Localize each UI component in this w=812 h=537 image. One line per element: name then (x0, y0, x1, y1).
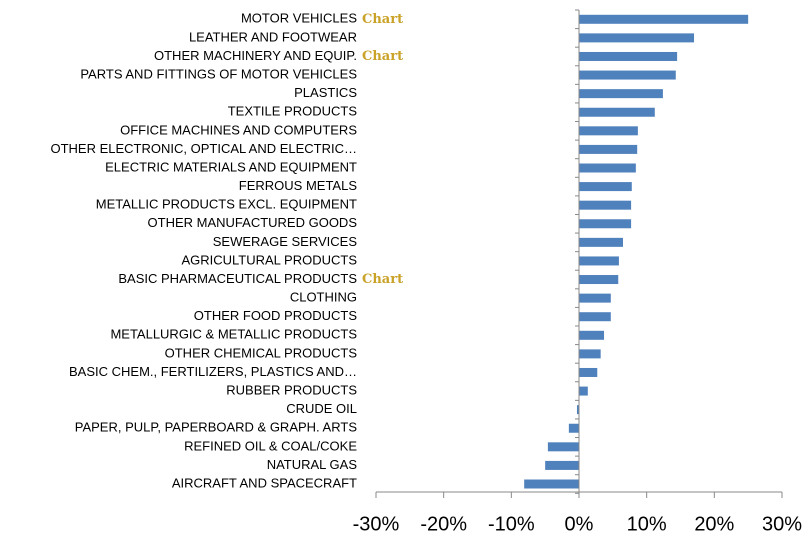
bar (547, 442, 579, 452)
category-label: RUBBER PRODUCTS (226, 383, 357, 398)
x-tick-label: -10% (488, 513, 535, 535)
bar (579, 349, 601, 359)
x-tick-label: 30% (762, 513, 802, 535)
bar (579, 144, 638, 154)
bar (579, 293, 611, 303)
category-label: SEWERAGE SERVICES (213, 234, 358, 249)
category-label: OTHER CHEMICAL PRODUCTS (165, 345, 358, 360)
category-label: REFINED OIL & COAL/COKE (184, 438, 357, 453)
category-label: OFFICE MACHINES AND COMPUTERS (120, 122, 357, 137)
bar (579, 33, 695, 43)
category-label: OTHER MACHINERY AND EQUIP. (154, 48, 357, 63)
bar (579, 237, 623, 247)
bar (579, 330, 605, 340)
category-label: LEATHER AND FOOTWEAR (189, 29, 357, 44)
bar (579, 51, 678, 61)
annotation: Chart (362, 49, 403, 64)
category-label: FERROUS METALS (239, 178, 358, 193)
category-label: TEXTILE PRODUCTS (228, 104, 358, 119)
bar (579, 219, 632, 229)
bar (579, 89, 663, 99)
bar (576, 405, 579, 415)
bar (579, 126, 638, 136)
annotation: Chart (362, 12, 403, 27)
bar (579, 182, 632, 192)
category-label: OTHER MANUFACTURED GOODS (148, 215, 358, 230)
bar (579, 275, 619, 285)
x-tick-label: -20% (420, 513, 467, 535)
bar (579, 163, 636, 173)
category-label: METALLURGIC & METALLIC PRODUCTS (110, 327, 357, 342)
bar (579, 312, 611, 322)
bar (568, 423, 579, 433)
category-label: AGRICULTURAL PRODUCTS (181, 252, 357, 267)
category-label: CLOTHING (290, 290, 357, 305)
x-tick-label: -30% (353, 513, 400, 535)
x-tick-label: 20% (694, 513, 734, 535)
category-label: CRUDE OIL (286, 401, 357, 416)
bar (579, 386, 588, 396)
category-label: PLASTICS (294, 85, 357, 100)
bar (579, 107, 655, 117)
category-label: OTHER ELECTRONIC, OPTICAL AND ELECTRIC… (50, 141, 357, 156)
category-label: NATURAL GAS (267, 457, 358, 472)
category-label: ELECTRIC MATERIALS AND EQUIPMENT (105, 159, 357, 174)
category-label: METALLIC PRODUCTS EXCL. EQUIPMENT (96, 197, 357, 212)
x-tick-label: 10% (627, 513, 667, 535)
bar (579, 200, 632, 210)
bar (579, 367, 598, 377)
category-label: PAPER, PULP, PAPERBOARD & GRAPH. ARTS (75, 420, 358, 435)
bar (579, 70, 676, 80)
category-label: OTHER FOOD PRODUCTS (194, 308, 358, 323)
annotation: Chart (362, 272, 403, 287)
bar (545, 460, 579, 470)
bar (579, 256, 619, 266)
category-label: PARTS AND FITTINGS OF MOTOR VEHICLES (80, 66, 357, 81)
category-label: BASIC PHARMACEUTICAL PRODUCTS (118, 271, 357, 286)
category-label: BASIC CHEM., FERTILIZERS, PLASTICS AND… (69, 364, 357, 379)
category-label: MOTOR VEHICLES (241, 11, 357, 26)
x-tick-label: 0% (565, 513, 594, 535)
bar (579, 14, 749, 24)
bar (524, 479, 579, 489)
category-label: AIRCRAFT AND SPACECRAFT (172, 475, 357, 490)
